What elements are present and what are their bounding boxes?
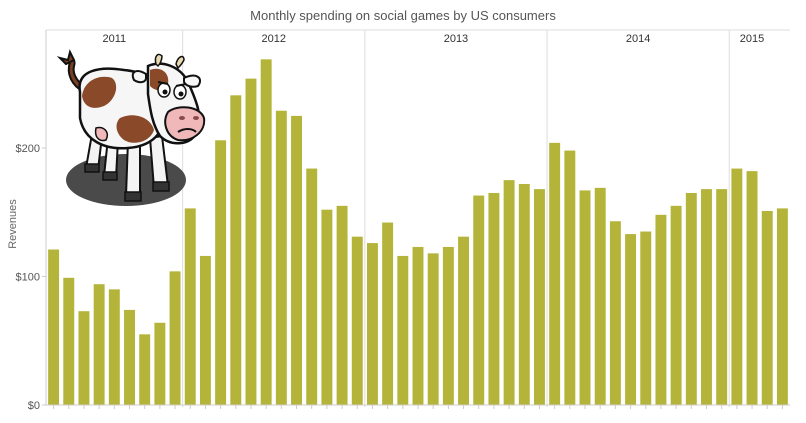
bar — [518, 183, 530, 405]
bar — [184, 208, 196, 405]
bar — [154, 322, 166, 405]
bar — [336, 205, 348, 405]
bar — [473, 195, 485, 405]
cow-icon — [56, 49, 206, 206]
bar — [731, 168, 743, 405]
bar — [640, 231, 652, 405]
bar — [291, 115, 302, 406]
bar — [549, 142, 561, 406]
year-label: 2013 — [444, 33, 468, 45]
bar — [108, 289, 120, 405]
bar — [761, 210, 773, 405]
bar — [321, 209, 333, 405]
bar — [230, 95, 242, 405]
chart-title: Monthly spending on social games by US c… — [250, 8, 556, 23]
bar — [564, 150, 576, 405]
year-label: 2011 — [102, 33, 126, 45]
bar — [488, 192, 500, 405]
bar — [93, 284, 105, 405]
bar — [594, 187, 606, 405]
bar — [139, 334, 151, 405]
bar — [48, 249, 60, 405]
bar — [169, 271, 181, 405]
bar — [716, 189, 728, 405]
bar — [442, 246, 454, 405]
bar — [670, 205, 682, 405]
bar — [685, 192, 697, 405]
bar — [275, 110, 287, 406]
bar — [625, 234, 637, 405]
y-tick-label: $200 — [16, 143, 40, 155]
bar — [701, 189, 712, 405]
bar — [382, 222, 394, 405]
bar — [124, 309, 135, 405]
year-label: 2012 — [262, 33, 286, 45]
bar — [245, 78, 257, 406]
year-label: 2015 — [740, 33, 764, 45]
bar — [503, 180, 515, 406]
axes — [45, 29, 790, 409]
bar — [776, 208, 788, 405]
bar — [609, 221, 621, 405]
bar — [351, 236, 363, 405]
bar — [655, 214, 667, 405]
bar-series — [48, 59, 788, 406]
bar — [746, 171, 758, 405]
bar — [215, 140, 227, 406]
bar — [427, 253, 439, 405]
y-tick-label: $100 — [16, 272, 40, 284]
year-labels: 2011 2012 2013 2014 2015 — [102, 33, 764, 45]
bar — [579, 190, 591, 405]
y-axis-ticks: $0 $100 $200 — [16, 143, 46, 412]
y-axis-label: Revenues — [7, 199, 19, 249]
bar — [397, 255, 409, 405]
y-tick-label: $0 — [28, 400, 40, 412]
bar — [534, 189, 545, 405]
bar — [260, 59, 272, 406]
bar — [199, 255, 211, 405]
bar — [78, 311, 90, 405]
bar — [63, 277, 75, 405]
bar — [458, 236, 470, 405]
bar — [412, 246, 424, 405]
year-label: 2014 — [626, 33, 650, 45]
bar — [366, 243, 378, 405]
bar — [306, 168, 318, 405]
